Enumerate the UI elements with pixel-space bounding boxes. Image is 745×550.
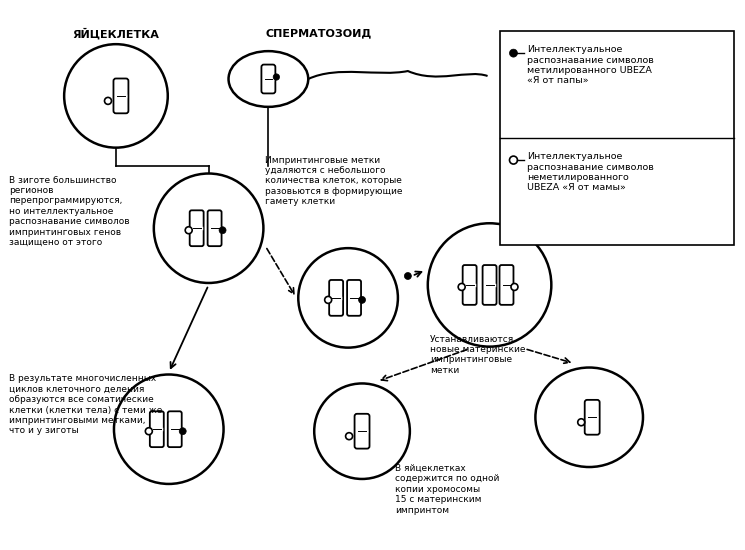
Text: СПЕРМАТОЗОИД: СПЕРМАТОЗОИД [265, 28, 371, 38]
FancyBboxPatch shape [150, 411, 164, 447]
Circle shape [314, 383, 410, 479]
Circle shape [325, 296, 332, 304]
FancyBboxPatch shape [168, 411, 182, 447]
Text: Интеллектуальное
распознавание символов
неметилированного
UBEZA «Я от мамы»: Интеллектуальное распознавание символов … [527, 152, 654, 192]
Ellipse shape [229, 51, 308, 107]
FancyBboxPatch shape [463, 265, 477, 305]
Circle shape [104, 97, 112, 104]
Circle shape [298, 248, 398, 348]
Text: Импринтинговые метки
удаляются с небольшого
количества клеток, которые
разовьютс: Импринтинговые метки удаляются с небольш… [265, 156, 403, 206]
FancyBboxPatch shape [483, 265, 496, 305]
Text: ЯЙЦЕКЛЕТКА: ЯЙЦЕКЛЕТКА [72, 28, 159, 40]
Circle shape [511, 283, 518, 290]
Circle shape [428, 223, 551, 346]
Text: Интеллектуальное
распознавание символов
метилированного UBEZA
«Я от папы»: Интеллектуальное распознавание символов … [527, 45, 654, 85]
FancyBboxPatch shape [355, 414, 370, 449]
Circle shape [577, 419, 585, 426]
Circle shape [510, 49, 518, 57]
Circle shape [273, 74, 279, 80]
FancyBboxPatch shape [190, 210, 203, 246]
FancyBboxPatch shape [585, 400, 600, 434]
FancyBboxPatch shape [261, 64, 276, 94]
Circle shape [180, 428, 186, 435]
Circle shape [219, 227, 226, 234]
Circle shape [114, 375, 224, 484]
Circle shape [346, 433, 352, 439]
Text: В зиготе большинство
регионов
перепрограммируются,
но интеллектуальное
распознав: В зиготе большинство регионов перепрогра… [10, 175, 130, 247]
FancyBboxPatch shape [113, 79, 128, 113]
Ellipse shape [536, 367, 643, 467]
Circle shape [153, 173, 264, 283]
Circle shape [145, 428, 152, 435]
FancyBboxPatch shape [208, 210, 221, 246]
Circle shape [458, 283, 465, 290]
Circle shape [186, 227, 192, 234]
FancyBboxPatch shape [500, 31, 734, 245]
Circle shape [358, 296, 366, 304]
Text: В яйцеклетках
содержится по одной
копии хромосомы
15 с материнским
импринтом: В яйцеклетках содержится по одной копии … [395, 464, 499, 515]
Text: Устанавливаются
новые материнские
импринтинговые
метки: Устанавливаются новые материнские имприн… [430, 335, 525, 375]
Text: В результате многочисленных
циклов клеточного деления
образуются все соматически: В результате многочисленных циклов клето… [10, 375, 162, 436]
FancyBboxPatch shape [329, 280, 343, 316]
Circle shape [405, 272, 411, 279]
Circle shape [64, 44, 168, 147]
FancyBboxPatch shape [347, 280, 361, 316]
FancyBboxPatch shape [500, 265, 513, 305]
Circle shape [510, 156, 518, 164]
